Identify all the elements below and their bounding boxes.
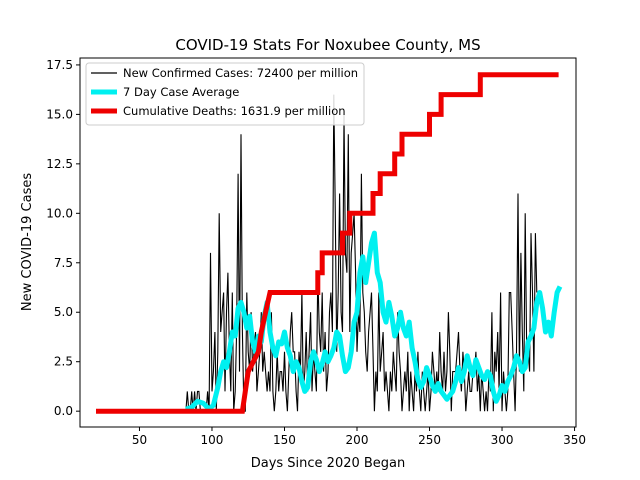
x-tick-label: 350 — [563, 433, 586, 447]
y-tick-label: 5.0 — [54, 305, 73, 319]
x-tick-label: 250 — [418, 433, 441, 447]
y-tick-label: 12.5 — [46, 157, 73, 171]
y-tick-label: 10.0 — [46, 206, 73, 220]
x-tick-label: 150 — [273, 433, 296, 447]
y-tick-label: 7.5 — [54, 256, 73, 270]
legend: New Confirmed Cases: 72400 per million 7… — [86, 63, 364, 125]
x-tick-label: 50 — [132, 433, 147, 447]
y-tick-label: 2.5 — [54, 355, 73, 369]
y-tick-label: 17.5 — [46, 58, 73, 72]
chart-title: COVID-19 Stats For Noxubee County, MS — [175, 36, 480, 54]
x-tick-label: 100 — [201, 433, 224, 447]
legend-label-7day-average: 7 Day Case Average — [123, 85, 239, 99]
legend-label-cumulative-deaths: Cumulative Deaths: 1631.9 per million — [123, 104, 346, 118]
x-axis-label: Days Since 2020 Began — [251, 456, 406, 471]
y-tick-label: 0.0 — [54, 404, 73, 418]
y-tick-label: 15.0 — [46, 107, 73, 121]
x-tick-label: 200 — [346, 433, 369, 447]
x-tick-label: 300 — [491, 433, 514, 447]
legend-label-new-cases: New Confirmed Cases: 72400 per million — [123, 66, 358, 80]
y-axis-label: New COVID-19 Cases — [20, 173, 35, 311]
